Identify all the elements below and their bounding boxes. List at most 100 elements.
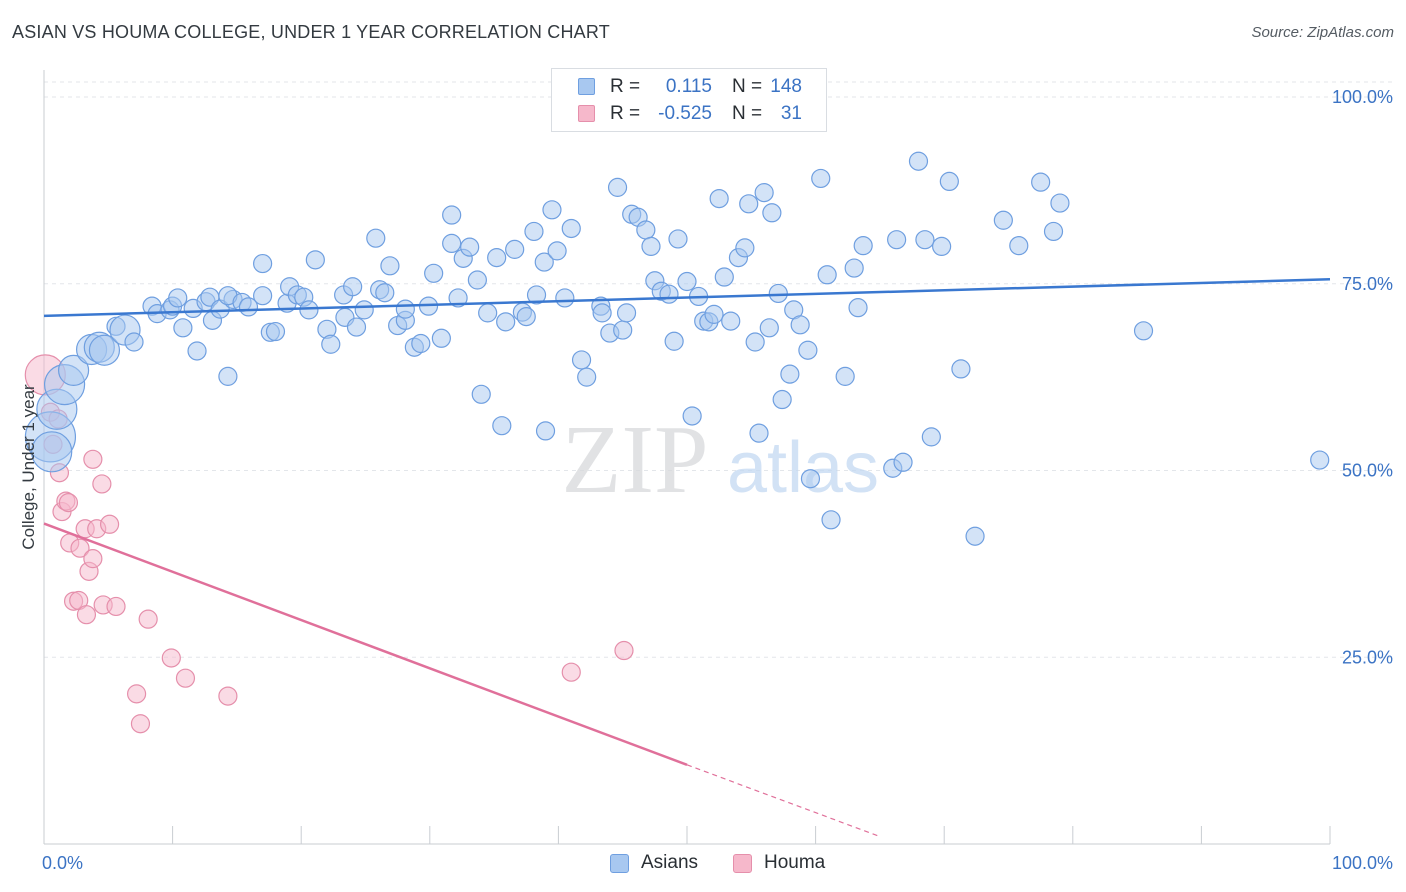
asians-point xyxy=(682,406,702,426)
asians-point xyxy=(932,236,952,256)
asians-point xyxy=(939,171,959,192)
houma-point xyxy=(83,449,103,469)
asians-point xyxy=(704,304,724,324)
asians-point xyxy=(772,389,792,410)
asians-point xyxy=(1310,450,1330,470)
asians-point xyxy=(762,203,782,223)
series-legend: Asians Houma xyxy=(0,852,1406,878)
houma-point xyxy=(76,605,97,625)
legend-label-asians: Asians xyxy=(641,852,699,873)
asians-point xyxy=(835,366,855,386)
x-tick-labels: 0.0% 100.0% xyxy=(42,853,1393,873)
legend-r-value: 0.115 xyxy=(665,76,712,97)
asians-point xyxy=(460,237,480,257)
asians-point xyxy=(168,288,188,308)
asians-point xyxy=(524,221,544,242)
asians-point xyxy=(915,230,935,250)
asians-point xyxy=(844,258,864,278)
asians-point xyxy=(424,263,444,283)
legend-row-asians: R = 0.115 N = 148 xyxy=(552,74,826,100)
asians-point xyxy=(173,318,193,338)
asians-point xyxy=(88,334,121,366)
y-tick-label: 50.0% xyxy=(1342,461,1393,481)
gridlines xyxy=(44,81,1393,658)
legend-n-value: 148 xyxy=(770,76,802,97)
asians-point xyxy=(745,332,765,352)
asians-point xyxy=(535,421,556,441)
asians-point xyxy=(448,288,468,308)
asians-point xyxy=(735,238,755,258)
asians-point xyxy=(780,364,800,384)
legend-swatch-houma xyxy=(733,854,752,873)
houma-point xyxy=(92,474,112,494)
houma-point xyxy=(99,514,120,534)
chart-title: ASIAN VS HOUMA COLLEGE, UNDER 1 YEAR COR… xyxy=(12,22,610,42)
legend-n-value: 31 xyxy=(780,103,802,124)
legend-r-label: R = xyxy=(610,76,641,97)
asians-point xyxy=(442,205,462,225)
watermark-zip: ZIP xyxy=(562,406,709,514)
asians-point xyxy=(411,333,431,354)
asians-point xyxy=(577,367,597,387)
asians-point xyxy=(749,423,769,443)
houma-point xyxy=(614,640,634,661)
legend-r-value: -0.525 xyxy=(658,103,712,124)
houma-point xyxy=(58,493,79,513)
y-tick-label: 75.0% xyxy=(1342,274,1393,294)
asians-point xyxy=(346,317,367,337)
asians-point xyxy=(561,218,581,239)
asians-point xyxy=(253,286,273,306)
x-tick-label: 0.0% xyxy=(42,853,83,873)
asians-point xyxy=(395,299,415,319)
asians-point xyxy=(721,311,741,331)
asians-point xyxy=(768,283,788,304)
asians-point xyxy=(709,188,729,209)
asians-point xyxy=(800,469,821,489)
trend-lines xyxy=(43,278,1331,838)
y-axis-title: College, Under 1 year xyxy=(19,384,38,550)
legend-swatch-asians xyxy=(610,854,629,873)
asians-point xyxy=(677,271,697,292)
asians-point xyxy=(534,252,554,272)
asians-point xyxy=(853,236,873,256)
asians-point xyxy=(811,168,831,189)
correlation-legend: R = 0.115 N = 148 R = -0.525 N = 31 xyxy=(551,68,827,132)
asians-point xyxy=(1050,193,1070,213)
houma-trend-line xyxy=(43,522,688,766)
legend-row-houma: R = -0.525 N = 31 xyxy=(552,101,826,127)
asians-point xyxy=(492,416,512,436)
legend-label-houma: Houma xyxy=(764,852,826,873)
houma-point xyxy=(161,648,181,668)
asians-point xyxy=(821,510,841,530)
asians-point xyxy=(375,283,395,303)
asians-point xyxy=(431,328,451,348)
asians-point xyxy=(253,253,273,274)
asians-point xyxy=(299,300,319,320)
asians-point xyxy=(1009,236,1029,256)
asians-point xyxy=(321,334,341,354)
legend-n-label: N = xyxy=(732,76,763,97)
asians-point xyxy=(616,303,637,323)
asians-point xyxy=(951,359,971,379)
houma-point xyxy=(218,686,238,706)
houma-point xyxy=(138,609,158,629)
asians-points xyxy=(24,151,1330,546)
asians-point xyxy=(305,250,325,270)
houma-point xyxy=(83,549,103,569)
y-tick-label: 25.0% xyxy=(1342,647,1393,667)
asians-point xyxy=(31,431,73,473)
houma-point xyxy=(126,684,147,704)
asians-point xyxy=(893,452,913,472)
asians-point xyxy=(754,183,774,203)
legend-swatch-asians xyxy=(578,78,595,95)
asians-point xyxy=(366,228,386,248)
houma-points xyxy=(24,354,634,734)
asians-point xyxy=(848,298,868,318)
asians-point xyxy=(659,284,679,304)
asians-point xyxy=(817,265,837,285)
asians-point xyxy=(759,318,779,338)
asians-point xyxy=(1043,221,1064,242)
houma-point xyxy=(130,714,151,734)
houma-point xyxy=(106,596,126,617)
